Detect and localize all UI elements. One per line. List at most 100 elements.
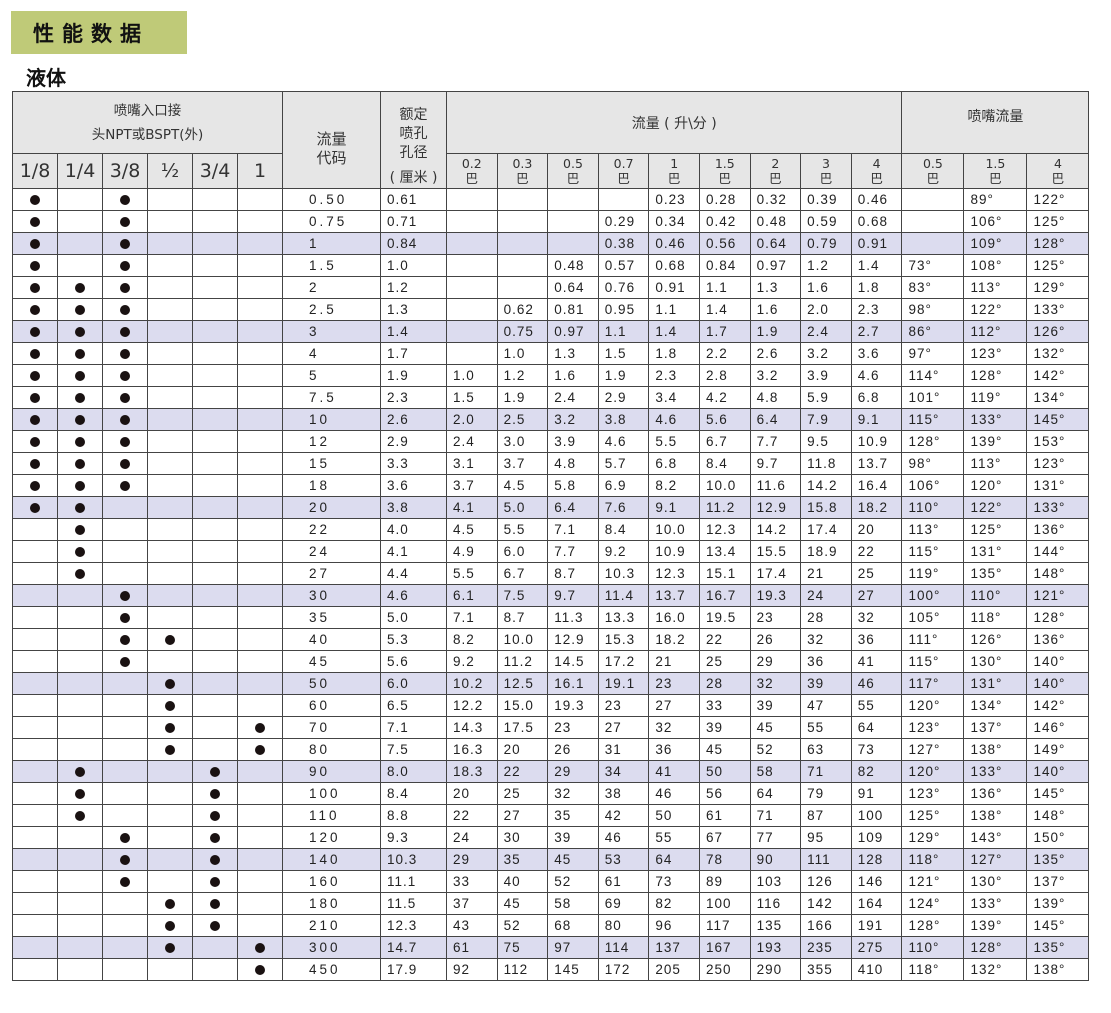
filled-circle-icon: [165, 701, 175, 712]
flow-cell: 13.4: [698, 540, 751, 563]
angle-cell: 143°: [963, 826, 1028, 849]
orifice-cell: 17.9: [380, 958, 448, 981]
connection-cell: [147, 584, 193, 607]
flow-cell: 16.4: [850, 474, 903, 497]
flow-cell: 117: [698, 914, 751, 937]
connection-cell: [236, 496, 284, 519]
connection-cell: [192, 672, 238, 695]
table-row: 2 1.2 0.64 0.76 0.91 1.1 1.3 1.6 1.8 83° 113° 129°: [12, 276, 1090, 299]
filled-circle-icon: [120, 437, 130, 448]
connection-cell: [57, 760, 103, 783]
connection-cell: [147, 342, 193, 365]
flow-cell: 0.38: [597, 232, 650, 255]
flow-code-cell: 45: [282, 650, 382, 673]
flow-cell: 12.5: [496, 672, 549, 695]
angle-cell: 113°: [901, 518, 965, 541]
flow-cell: 14.2: [800, 474, 852, 497]
flow-pressure-header: 0.5 巴: [547, 153, 599, 189]
flow-cell: 116: [749, 892, 802, 915]
pressure-unit: 巴: [718, 171, 732, 187]
flow-cell: 0.68: [648, 254, 700, 277]
performance-table: 喷嘴入口接 头NPT或BSPT(外) 流量代码 额定 喷孔 孔径 ( 厘米 ) …: [11, 90, 1090, 981]
filled-circle-icon: [30, 393, 40, 404]
flow-cell: 355: [800, 958, 852, 981]
connection-cell: [147, 804, 193, 827]
flow-code-cell: 3: [282, 320, 382, 343]
flow-cell: 10.0: [496, 628, 549, 651]
flow-cell: 0.46: [648, 232, 700, 255]
flow-cell: 15.8: [800, 496, 852, 519]
flow-cell: 109: [850, 826, 903, 849]
connection-cell: [12, 452, 58, 475]
filled-circle-icon: [120, 349, 130, 360]
filled-circle-icon: [30, 349, 40, 360]
flow-cell: 61: [446, 936, 498, 959]
flow-cell: 91: [850, 782, 903, 805]
angle-cell: 131°: [963, 672, 1028, 695]
connection-cell: [12, 188, 58, 211]
connection-cell: [147, 892, 193, 915]
flow-cell: 37: [446, 892, 498, 915]
angle-cell: 148°: [1026, 804, 1090, 827]
orifice-header-line2: 喷孔: [399, 126, 428, 142]
flow-code-cell: 180: [282, 892, 382, 915]
flow-cell: 12.3: [648, 562, 700, 585]
connection-cell: [57, 716, 103, 739]
angle-cell: 136°: [1026, 518, 1090, 541]
connection-cell: [147, 276, 193, 299]
filled-circle-icon: [30, 327, 40, 338]
table-row: 10 2.6 2.0 2.5 3.2 3.8 4.6 5.6 6.4 7.9 9.1 115° 133°…: [12, 408, 1090, 431]
angle-cell: 89°: [963, 188, 1028, 211]
connection-cell: [147, 782, 193, 805]
connection-cell: [147, 848, 193, 871]
pressure-unit: 巴: [667, 171, 681, 187]
flow-cell: 10.3: [597, 562, 650, 585]
filled-circle-icon: [120, 371, 130, 382]
pressure-value: 0.3: [512, 156, 533, 172]
orifice-cell: 1.9: [380, 364, 448, 387]
filled-circle-icon: [75, 393, 85, 404]
flow-cell: [496, 188, 549, 211]
connection-cell: [12, 408, 58, 431]
connection-cell: [192, 958, 238, 981]
angle-cell: 136°: [963, 782, 1028, 805]
connection-cell: [102, 518, 148, 541]
flow-cell: 112: [496, 958, 549, 981]
flow-cell: 167: [698, 936, 751, 959]
connection-cell: [102, 430, 148, 453]
connection-cell: [192, 408, 238, 431]
flow-cell: 36: [850, 628, 903, 651]
connection-cell: [102, 870, 148, 893]
flow-cell: 10.0: [698, 474, 751, 497]
connection-cell: [102, 342, 148, 365]
flow-cell: 3.9: [547, 430, 599, 453]
flow-cell: 32: [749, 672, 802, 695]
flow-cell: [446, 298, 498, 321]
filled-circle-icon: [120, 239, 130, 250]
connection-cell: [102, 628, 148, 651]
table-row: 22 4.0 4.5 5.5 7.1 8.4 10.0 12.3 14.2 17.4 20 113° 1…: [12, 518, 1090, 541]
flow-code-cell: 35: [282, 606, 382, 629]
flow-cell: 61: [597, 870, 650, 893]
flow-cell: 4.6: [597, 430, 650, 453]
flow-code-cell: 2: [282, 276, 382, 299]
flow-cell: 23: [547, 716, 599, 739]
orifice-cell: 8.8: [380, 804, 448, 827]
angle-cell: 122°: [963, 298, 1028, 321]
angle-cell: 149°: [1026, 738, 1090, 761]
angle-cell: 146°: [1026, 716, 1090, 739]
connection-cell: [12, 694, 58, 717]
table-row: 140 10.3 29 35 45 53 64 78 90 111 128 118° 127° 135°: [12, 848, 1090, 871]
flow-cell: 46: [850, 672, 903, 695]
connection-cell: [236, 474, 284, 497]
flow-cell: 22: [698, 628, 751, 651]
angle-cell: 145°: [1026, 782, 1090, 805]
connection-cell: [236, 298, 284, 321]
flow-cell: 250: [698, 958, 751, 981]
flow-code-cell: 50: [282, 672, 382, 695]
filled-circle-icon: [75, 481, 85, 492]
flow-cell: 27: [648, 694, 700, 717]
flow-cell: 2.2: [698, 342, 751, 365]
